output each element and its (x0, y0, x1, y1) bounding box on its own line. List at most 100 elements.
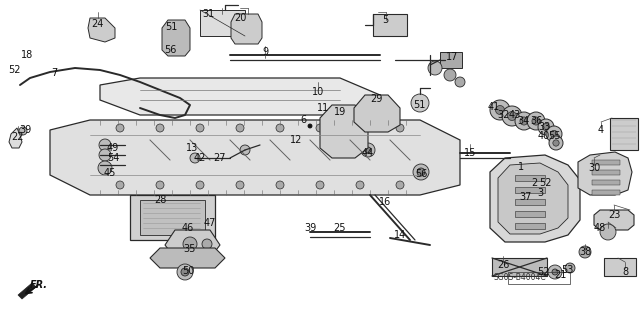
Polygon shape (578, 152, 632, 195)
Text: 45: 45 (104, 168, 116, 178)
Circle shape (552, 269, 558, 275)
Text: 47: 47 (204, 218, 216, 228)
Text: 6: 6 (300, 115, 306, 125)
Text: 21: 21 (554, 270, 566, 280)
Circle shape (190, 153, 200, 163)
Text: 3: 3 (537, 188, 543, 198)
Text: 48: 48 (594, 223, 606, 233)
Polygon shape (9, 128, 22, 148)
Bar (592, 160, 620, 165)
Circle shape (196, 181, 204, 189)
Circle shape (532, 117, 540, 125)
Text: 36: 36 (530, 116, 542, 126)
Circle shape (550, 130, 557, 137)
Text: 49: 49 (107, 143, 119, 153)
Text: 2: 2 (531, 178, 537, 188)
Polygon shape (354, 95, 400, 132)
Text: 41: 41 (488, 102, 500, 112)
Text: 15: 15 (464, 148, 476, 158)
Circle shape (236, 181, 244, 189)
Text: 51: 51 (413, 100, 425, 110)
Text: 38: 38 (579, 247, 591, 257)
Text: 39: 39 (304, 223, 316, 233)
Text: 29: 29 (370, 94, 382, 104)
Text: 20: 20 (234, 13, 246, 23)
Text: 9: 9 (262, 47, 268, 57)
Bar (373, 14, 407, 36)
Circle shape (316, 181, 324, 189)
Bar (515, 211, 545, 217)
Circle shape (565, 263, 575, 273)
Circle shape (240, 145, 250, 155)
Circle shape (98, 161, 112, 175)
Circle shape (417, 168, 425, 176)
Text: 22: 22 (12, 132, 24, 142)
Circle shape (365, 147, 371, 153)
Polygon shape (231, 14, 262, 44)
Polygon shape (594, 210, 634, 230)
Text: 23: 23 (608, 210, 620, 220)
Text: 18: 18 (21, 50, 33, 60)
Circle shape (520, 117, 528, 125)
Circle shape (183, 237, 197, 251)
Text: 5: 5 (382, 15, 388, 25)
Bar (508, 272, 570, 284)
Text: 19: 19 (334, 107, 346, 117)
Circle shape (444, 69, 456, 81)
Bar (492, 258, 547, 276)
Circle shape (19, 127, 27, 135)
Circle shape (177, 264, 193, 280)
Polygon shape (50, 120, 460, 195)
Circle shape (116, 181, 124, 189)
Circle shape (276, 124, 284, 132)
Circle shape (553, 140, 559, 146)
Text: 35: 35 (184, 244, 196, 254)
Circle shape (396, 181, 404, 189)
Text: 44: 44 (362, 148, 374, 158)
Polygon shape (88, 18, 115, 42)
Text: 7: 7 (51, 68, 57, 78)
Circle shape (156, 124, 164, 132)
Bar (140, 200, 205, 235)
Bar (592, 180, 620, 185)
Text: 24: 24 (91, 19, 103, 29)
Text: 37: 37 (519, 192, 531, 202)
Circle shape (508, 112, 516, 121)
Bar (515, 175, 545, 181)
Circle shape (543, 123, 550, 130)
Text: 32: 32 (497, 110, 509, 120)
Text: 56: 56 (415, 169, 427, 179)
Text: 1: 1 (518, 162, 524, 172)
Text: 39: 39 (19, 125, 31, 135)
Text: 17: 17 (446, 52, 458, 62)
Text: 31: 31 (202, 9, 214, 19)
Text: 33: 33 (538, 122, 550, 132)
Text: 28: 28 (154, 195, 166, 205)
Text: 12: 12 (290, 135, 302, 145)
Circle shape (502, 106, 522, 126)
Text: 51: 51 (165, 22, 177, 32)
Circle shape (548, 265, 562, 279)
Polygon shape (162, 20, 190, 56)
Circle shape (196, 124, 204, 132)
Polygon shape (498, 163, 568, 234)
Bar (515, 199, 545, 205)
Circle shape (202, 239, 212, 249)
Polygon shape (100, 78, 380, 115)
Bar (610, 118, 638, 150)
Text: FR.: FR. (30, 280, 48, 290)
Polygon shape (320, 105, 368, 158)
Circle shape (99, 149, 111, 161)
Text: 55: 55 (548, 131, 560, 141)
Bar (440, 52, 462, 68)
Circle shape (546, 126, 562, 142)
Text: 10: 10 (312, 87, 324, 97)
Circle shape (276, 181, 284, 189)
Bar (604, 258, 636, 276)
Text: 53: 53 (561, 265, 573, 275)
Circle shape (411, 94, 429, 112)
Text: 27: 27 (214, 153, 227, 163)
Text: 16: 16 (379, 197, 391, 207)
Circle shape (116, 124, 124, 132)
Circle shape (549, 136, 563, 150)
